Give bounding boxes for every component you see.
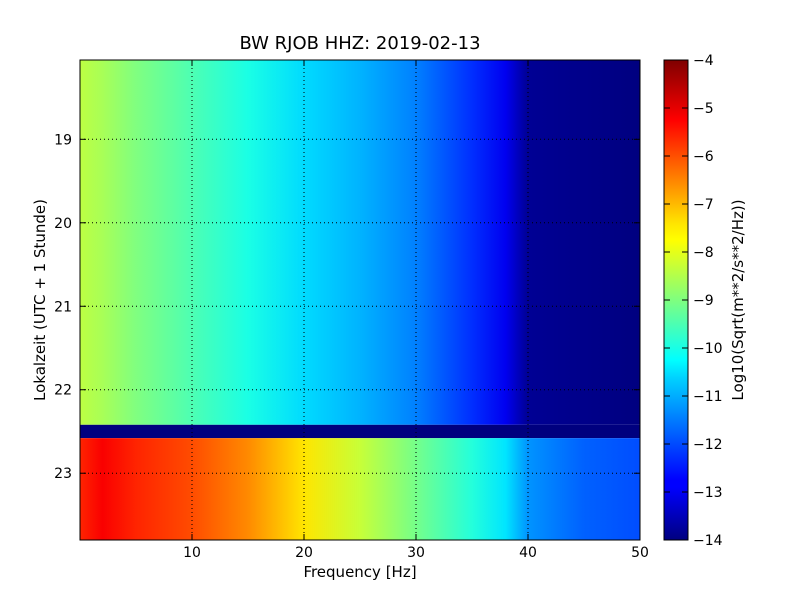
colorbar: −4 −5 −6 −7 −8 −9 −10 −11 −12 −13 −14 Log10(Sqrt(m… [663, 53, 747, 549]
x-axis-ticks: 10 20 30 40 50 [183, 60, 649, 561]
colorbar-tick-label: −8 [693, 245, 714, 261]
colorbar-ticks: −4 −5 −6 −7 −8 −9 −10 −11 −12 −13 −14 [664, 53, 723, 549]
colorbar-tick-label: −12 [693, 437, 723, 453]
upper-block [80, 60, 640, 425]
y-tick-label: 23 [54, 466, 72, 482]
plot-frame [79, 59, 641, 541]
y-axis-ticks: 19 20 21 22 23 [54, 132, 640, 482]
colorbar-label: Log10(Sqrt(m**2/s**2/Hz)) [729, 199, 747, 400]
y-tick-label: 20 [54, 216, 72, 232]
x-tick-label: 20 [295, 545, 313, 561]
colorbar-tick-label: −9 [693, 293, 714, 309]
colorbar-tick-label: −10 [693, 341, 723, 357]
colorbar-tick-label: −14 [693, 533, 723, 549]
colorbar-tick-label: −7 [693, 197, 714, 213]
x-axis-label: Frequency [Hz] [303, 563, 416, 581]
colorbar-tick-label: −4 [693, 53, 714, 69]
colorbar-tick-label: −11 [693, 389, 723, 405]
x-tick-label: 40 [519, 545, 537, 561]
colorbar-tick-label: −6 [693, 149, 714, 165]
colorbar-tick-label: −5 [693, 101, 714, 117]
gap-band [80, 424, 640, 439]
x-tick-label: 10 [183, 545, 201, 561]
y-tick-label: 19 [54, 132, 72, 148]
colorbar-tick-label: −13 [693, 485, 723, 501]
chart-title: BW RJOB HHZ: 2019-02-13 [239, 33, 480, 54]
y-tick-label: 22 [54, 383, 72, 399]
y-axis-label: Lokalzeit (UTC + 1 Stunde) [31, 199, 49, 401]
lower-block [80, 438, 640, 540]
grid-lines [80, 60, 640, 540]
y-tick-label: 21 [54, 299, 72, 315]
spectrogram-plot [80, 60, 640, 540]
x-tick-label: 30 [407, 545, 425, 561]
x-tick-label: 50 [631, 545, 649, 561]
